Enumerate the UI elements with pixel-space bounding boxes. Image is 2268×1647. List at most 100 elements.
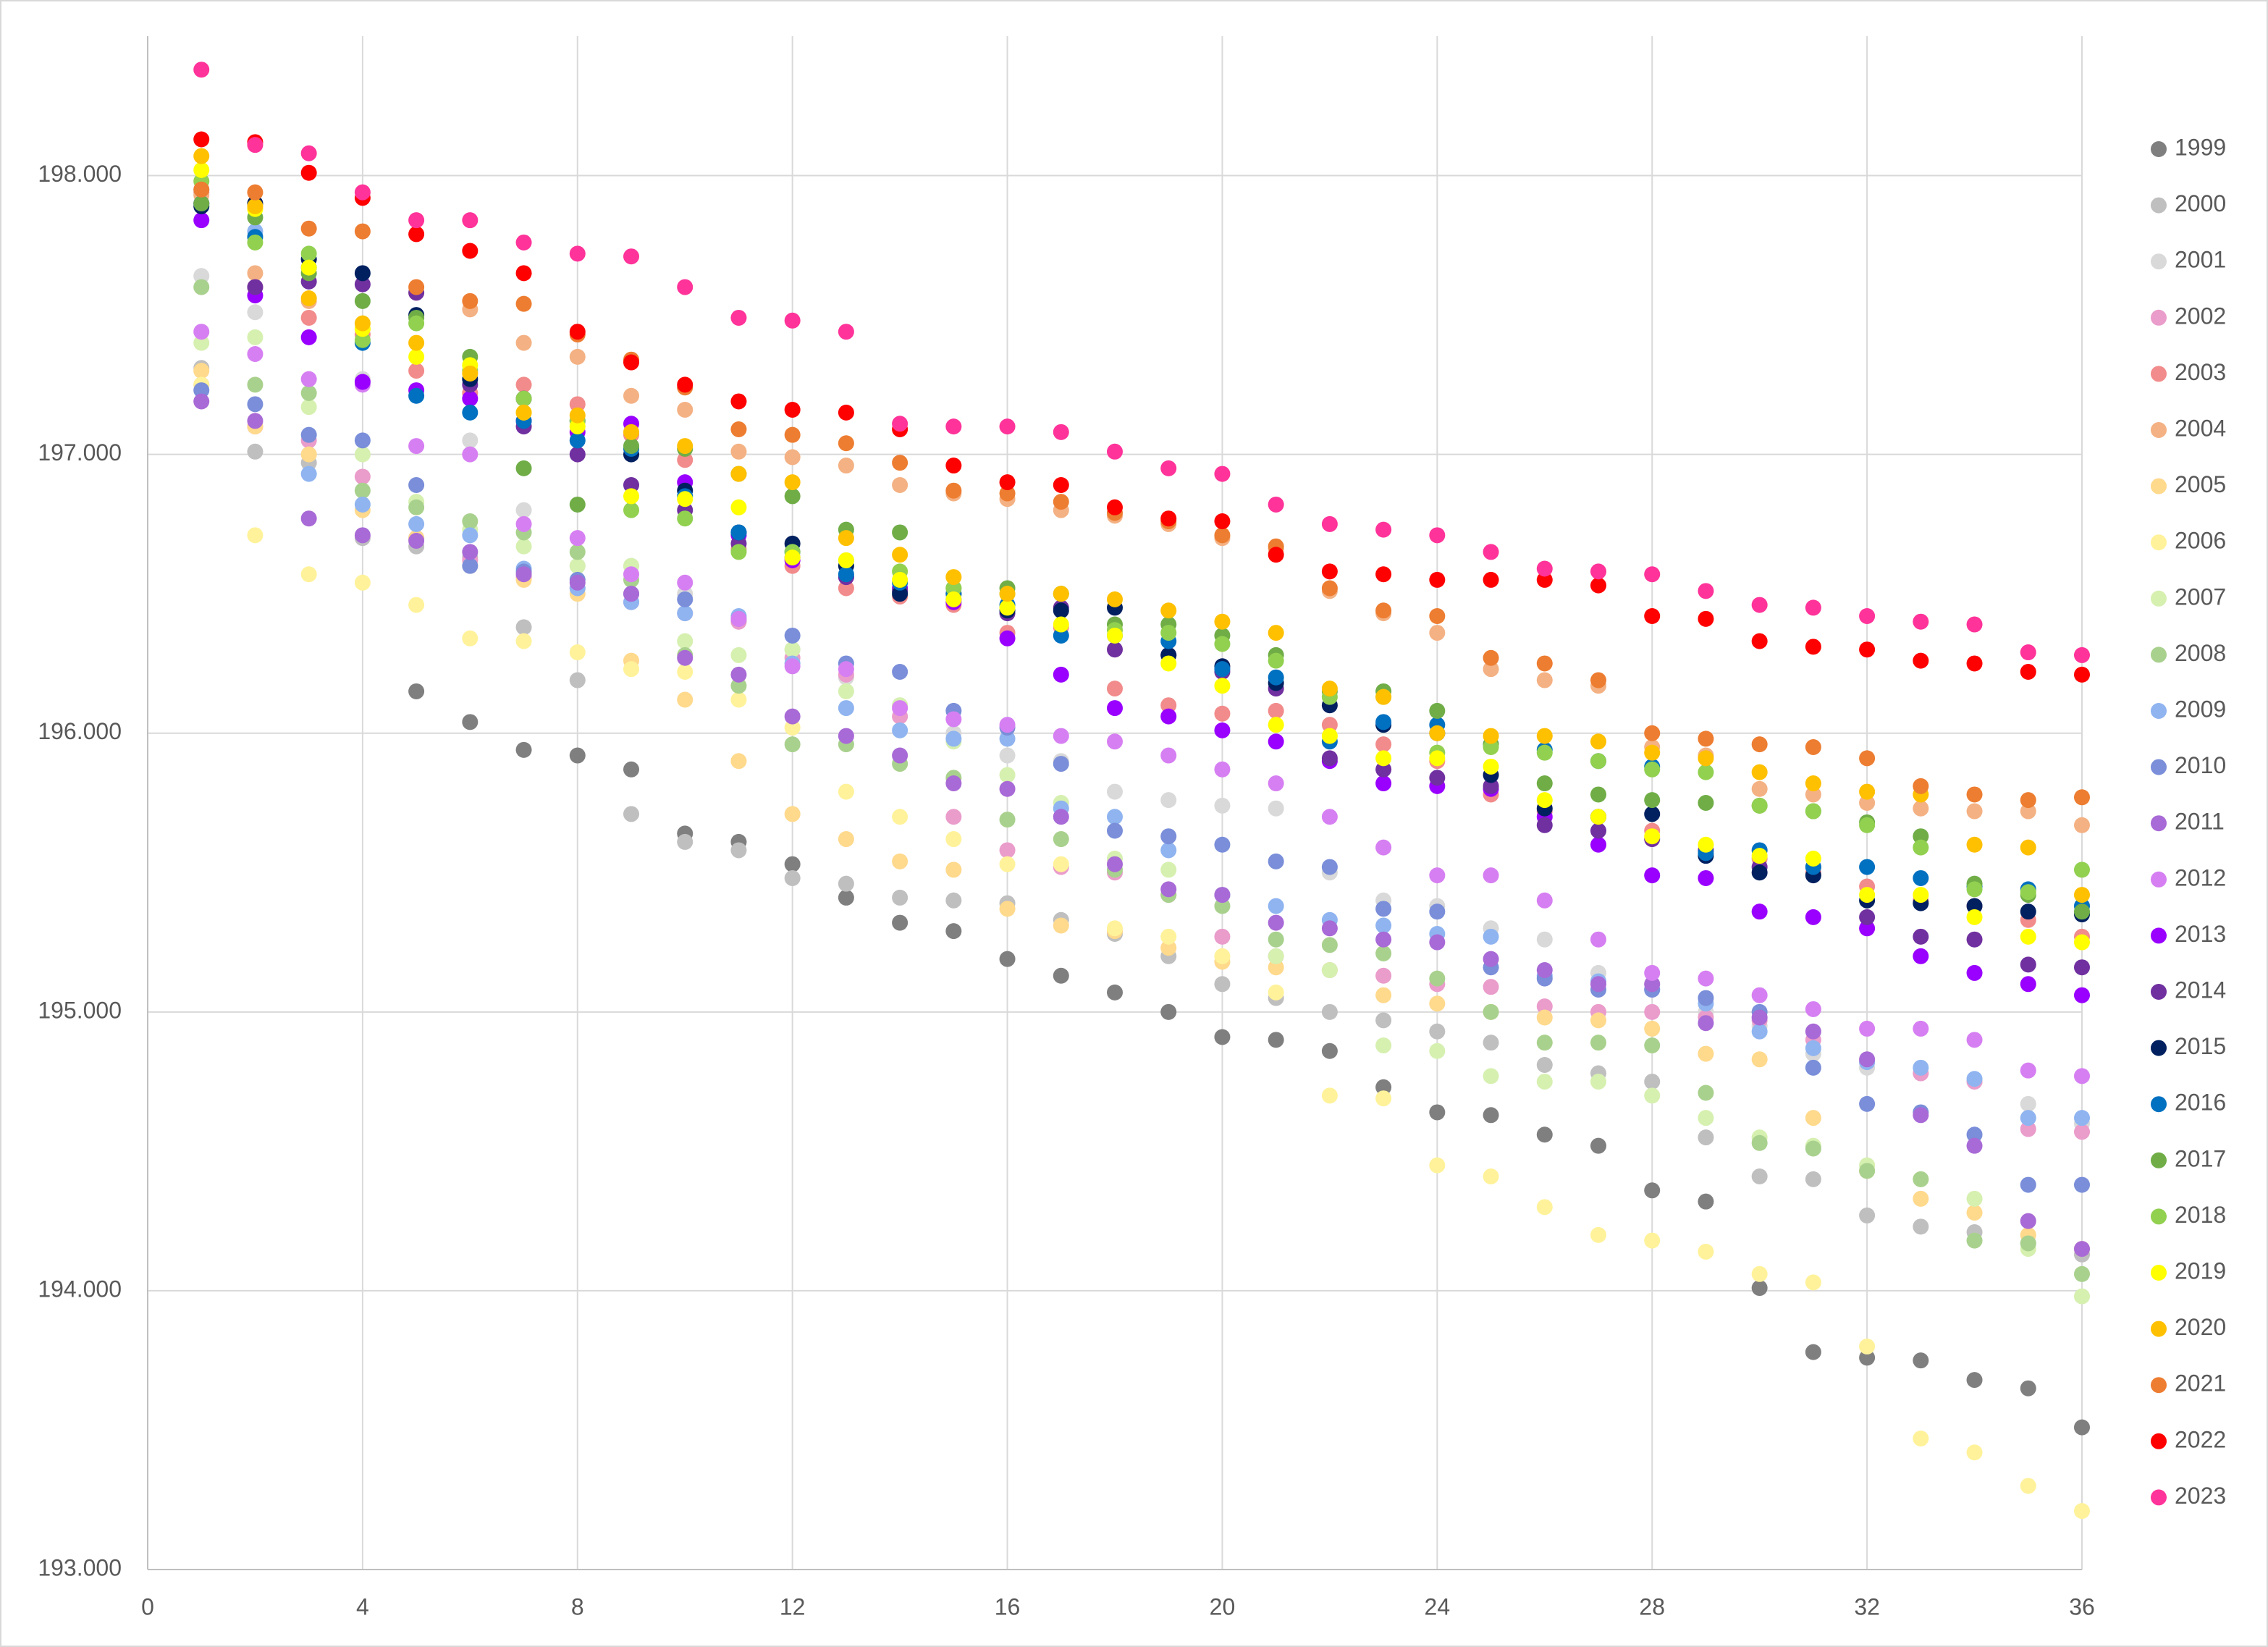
- point: [1214, 466, 1231, 482]
- legend-marker: [2151, 534, 2167, 551]
- point: [1483, 1068, 1499, 1084]
- point: [1053, 494, 1069, 510]
- point: [1536, 1074, 1553, 1090]
- point: [1644, 1020, 1661, 1037]
- point: [1966, 836, 1983, 853]
- point: [1698, 1243, 1714, 1260]
- point: [408, 387, 425, 404]
- legend-label: 2010: [2175, 752, 2226, 778]
- point: [1966, 1190, 1983, 1207]
- point: [1429, 750, 1446, 767]
- point: [1375, 839, 1392, 856]
- point: [999, 780, 1016, 797]
- point: [730, 421, 747, 437]
- point: [300, 220, 317, 237]
- legend-marker: [2151, 253, 2167, 270]
- point: [1053, 627, 1069, 644]
- point: [1375, 901, 1392, 917]
- legend-marker: [2151, 1265, 2167, 1281]
- point: [1214, 705, 1231, 722]
- point: [1429, 527, 1446, 544]
- point: [1483, 649, 1499, 666]
- point: [623, 566, 639, 583]
- point: [2020, 884, 2036, 901]
- legend-label: 2015: [2175, 1033, 2226, 1059]
- point: [2074, 1110, 2090, 1126]
- point: [1913, 778, 1929, 794]
- point: [1805, 1110, 1821, 1126]
- point: [1214, 613, 1231, 630]
- point: [1375, 1090, 1392, 1107]
- point: [623, 387, 639, 404]
- legend-label: 2004: [2175, 415, 2226, 441]
- point: [1321, 717, 1338, 733]
- point: [2020, 956, 2036, 973]
- point: [1913, 1218, 1929, 1235]
- point: [1590, 1226, 1606, 1243]
- point: [1160, 862, 1177, 878]
- point: [945, 730, 962, 747]
- point: [1107, 984, 1123, 1001]
- point: [623, 806, 639, 822]
- point: [1751, 764, 1768, 780]
- point: [1859, 750, 1876, 767]
- point: [1805, 1001, 1821, 1017]
- point: [892, 455, 909, 471]
- x-tick-label: 32: [1854, 1593, 1880, 1619]
- point: [892, 416, 909, 432]
- point: [892, 914, 909, 931]
- legend-marker: [2151, 1096, 2167, 1113]
- point: [462, 243, 479, 259]
- point: [1805, 909, 1821, 925]
- legend-marker: [2151, 1433, 2167, 1449]
- point: [1590, 577, 1606, 594]
- point: [300, 245, 317, 262]
- point: [1966, 1071, 1983, 1087]
- point: [1913, 887, 1929, 903]
- point: [193, 195, 210, 212]
- point: [1805, 1059, 1821, 1076]
- point: [892, 747, 909, 764]
- point: [838, 831, 854, 848]
- point: [838, 566, 854, 583]
- point: [999, 747, 1016, 764]
- point: [1375, 1079, 1392, 1095]
- legend-marker: [2151, 309, 2167, 326]
- point: [1429, 607, 1446, 624]
- point: [1859, 783, 1876, 800]
- point: [1913, 652, 1929, 669]
- legend-marker: [2151, 815, 2167, 832]
- point: [354, 446, 371, 463]
- point: [1483, 1035, 1499, 1051]
- point: [730, 610, 747, 627]
- point: [1751, 736, 1768, 753]
- point: [1214, 761, 1231, 778]
- point: [945, 892, 962, 909]
- point: [1321, 750, 1338, 767]
- point: [892, 700, 909, 717]
- point: [730, 753, 747, 770]
- point: [1321, 920, 1338, 937]
- point: [1160, 828, 1177, 845]
- point: [1107, 681, 1123, 697]
- point: [1053, 616, 1069, 633]
- point: [623, 354, 639, 371]
- point: [677, 491, 694, 507]
- point: [2074, 817, 2090, 833]
- point: [2020, 1235, 2036, 1252]
- point: [1698, 795, 1714, 811]
- point: [354, 432, 371, 449]
- point: [1107, 591, 1123, 607]
- point: [1590, 1137, 1606, 1154]
- point: [408, 683, 425, 699]
- legend-label: 2001: [2175, 247, 2226, 273]
- point: [730, 666, 747, 683]
- point: [1859, 641, 1876, 658]
- point: [1698, 1084, 1714, 1101]
- point: [1698, 1045, 1714, 1062]
- point: [1429, 995, 1446, 1012]
- point: [1590, 1074, 1606, 1090]
- point: [677, 833, 694, 850]
- point: [354, 223, 371, 240]
- point: [2074, 1124, 2090, 1140]
